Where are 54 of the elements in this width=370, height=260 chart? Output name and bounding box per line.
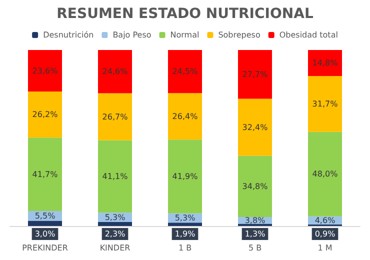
data-label: 24,6% [102, 67, 128, 76]
bar [28, 138, 62, 212]
bar [308, 76, 342, 132]
data-label: 5,3% [104, 212, 126, 222]
x-tick-label: PREKINDER [22, 244, 68, 252]
legend-label: Bajo Peso [112, 30, 152, 40]
data-label: 2,3% [104, 230, 126, 238]
bar [98, 140, 132, 213]
data-label: 32,4% [242, 122, 268, 132]
bar [168, 222, 202, 226]
data-label: 4,6% [314, 216, 336, 225]
data-label: 1,9% [174, 230, 196, 238]
bar [168, 50, 202, 94]
bar [238, 98, 272, 156]
legend-label: Desnutrición [43, 30, 94, 40]
chart-title: RESUMEN ESTADO NUTRICIONAL [56, 6, 314, 22]
data-label: 5,3% [174, 213, 196, 222]
data-label: 27,7% [242, 70, 268, 79]
bar [98, 50, 132, 94]
x-tick-label: 1 M [318, 244, 332, 252]
legend-label: Sobrepeso [218, 30, 260, 40]
legend-label: Normal [170, 30, 200, 40]
bar [98, 93, 132, 140]
bar [168, 93, 202, 140]
data-label: 41,7% [32, 170, 58, 179]
bar [308, 132, 342, 216]
data-label: 3,8% [244, 216, 266, 225]
data-label: 31,7% [312, 99, 338, 108]
bar [98, 222, 132, 226]
data-label: 3,0% [34, 230, 56, 238]
data-label: 23,6% [32, 66, 58, 76]
data-label: 0,9% [314, 230, 336, 238]
bar [238, 156, 272, 218]
x-tick-label: KINDER [100, 244, 131, 252]
data-label: 26,7% [102, 112, 128, 122]
data-label: 41,1% [102, 172, 128, 181]
data-label: 24,5% [172, 67, 198, 76]
bar [28, 220, 62, 226]
data-label: 14,8% [312, 58, 338, 68]
data-label: 26,4% [172, 112, 198, 121]
x-tick-label: 5 B [248, 244, 262, 252]
data-label: 5,5% [34, 211, 56, 220]
data-label: 26,2% [32, 110, 58, 120]
data-label: 48,0% [312, 170, 338, 179]
legend-label: Obesidad total [279, 30, 338, 40]
bar [238, 50, 272, 99]
data-label: 41,9% [172, 172, 198, 181]
bar [28, 92, 62, 138]
bar [168, 140, 202, 214]
x-tick-label: 1 B [178, 244, 192, 252]
bar [28, 50, 62, 92]
data-label: 34,8% [242, 182, 268, 191]
bar [308, 50, 342, 76]
data-label: 1,3% [244, 230, 266, 238]
